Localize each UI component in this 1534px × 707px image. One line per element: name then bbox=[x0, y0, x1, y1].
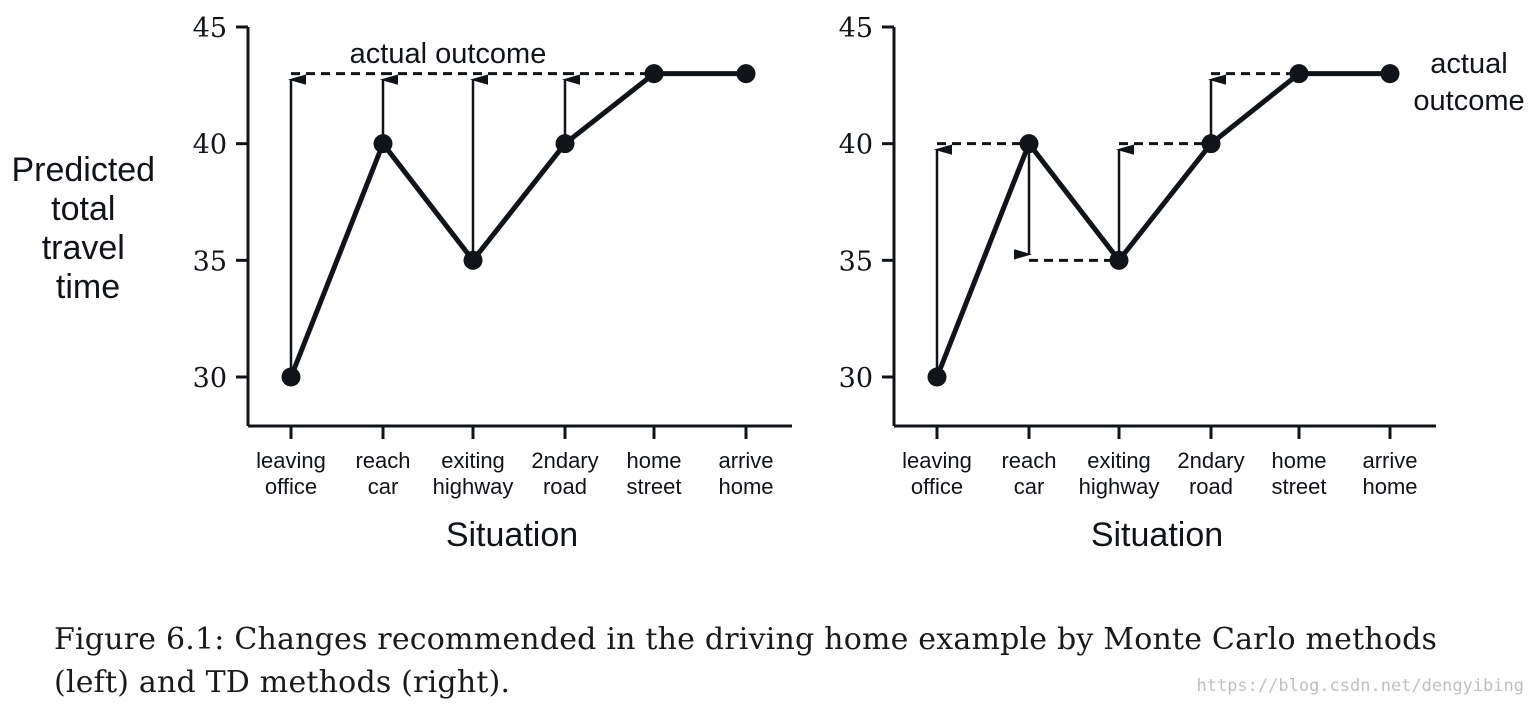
data-point bbox=[281, 367, 301, 387]
data-point bbox=[1019, 134, 1039, 154]
data-point bbox=[373, 134, 393, 154]
series-line bbox=[288, 71, 746, 378]
y-tick-label: 40 bbox=[193, 130, 227, 161]
x-tick-label: leaving office bbox=[902, 448, 972, 499]
x-tick-label: arrive home bbox=[1362, 448, 1417, 499]
data-point bbox=[1289, 64, 1309, 84]
y-tick-label: 45 bbox=[839, 13, 873, 44]
series-line bbox=[934, 71, 1390, 378]
y-tick-label: 45 bbox=[193, 13, 227, 44]
data-point bbox=[555, 134, 575, 154]
x-tick-label: exiting highway bbox=[1079, 448, 1160, 499]
x-tick-label: arrive home bbox=[718, 448, 773, 499]
annotation-actual-outcome: actual outcome bbox=[350, 38, 547, 70]
y-tick-label: 35 bbox=[193, 246, 227, 277]
data-point bbox=[1109, 250, 1129, 270]
watermark: https://blog.csdn.net/dengyibing bbox=[1196, 676, 1524, 696]
x-axis-title: Situation bbox=[1091, 516, 1223, 554]
x-tick-label: leaving office bbox=[256, 448, 326, 499]
y-tick-label: 30 bbox=[193, 363, 227, 394]
y-axis-title-line: Predicted bbox=[11, 151, 155, 189]
x-tick-label: home street bbox=[1271, 448, 1326, 499]
chart-right-td: 30 35 40 45 leaving office reach car exiting high… bbox=[839, 13, 1525, 554]
data-point bbox=[1380, 64, 1400, 84]
x-tick-label: 2ndary road bbox=[1177, 448, 1244, 499]
figure-caption: Figure 6.1: Changes recommended in the d… bbox=[54, 622, 1438, 700]
chart-left-monte-carlo: 30 35 40 45 leaving office reach car exiting high… bbox=[193, 13, 792, 554]
x-tick-label: reach car bbox=[1001, 448, 1056, 499]
x-tick-label: home street bbox=[626, 448, 681, 499]
y-axis-title-line: travel bbox=[42, 229, 125, 267]
x-tick-label: 2ndary road bbox=[531, 448, 598, 499]
y-axis-title: Predicted total travel time bbox=[11, 151, 164, 306]
y-tick-label: 30 bbox=[839, 363, 873, 394]
y-axis-title-line: time bbox=[56, 268, 120, 306]
data-point bbox=[927, 367, 947, 387]
data-point bbox=[1201, 134, 1221, 154]
data-point bbox=[644, 64, 664, 84]
data-point bbox=[736, 64, 756, 84]
x-tick-label: reach car bbox=[355, 448, 410, 499]
y-tick-label: 35 bbox=[839, 246, 873, 277]
x-axis-title: Situation bbox=[446, 516, 578, 554]
y-tick-label: 40 bbox=[839, 130, 873, 161]
data-point bbox=[463, 250, 483, 270]
x-tick-label: exiting highway bbox=[433, 448, 514, 499]
annotation-actual-outcome: actual outcome bbox=[1413, 48, 1524, 117]
y-axis-title-line: total bbox=[51, 190, 115, 228]
